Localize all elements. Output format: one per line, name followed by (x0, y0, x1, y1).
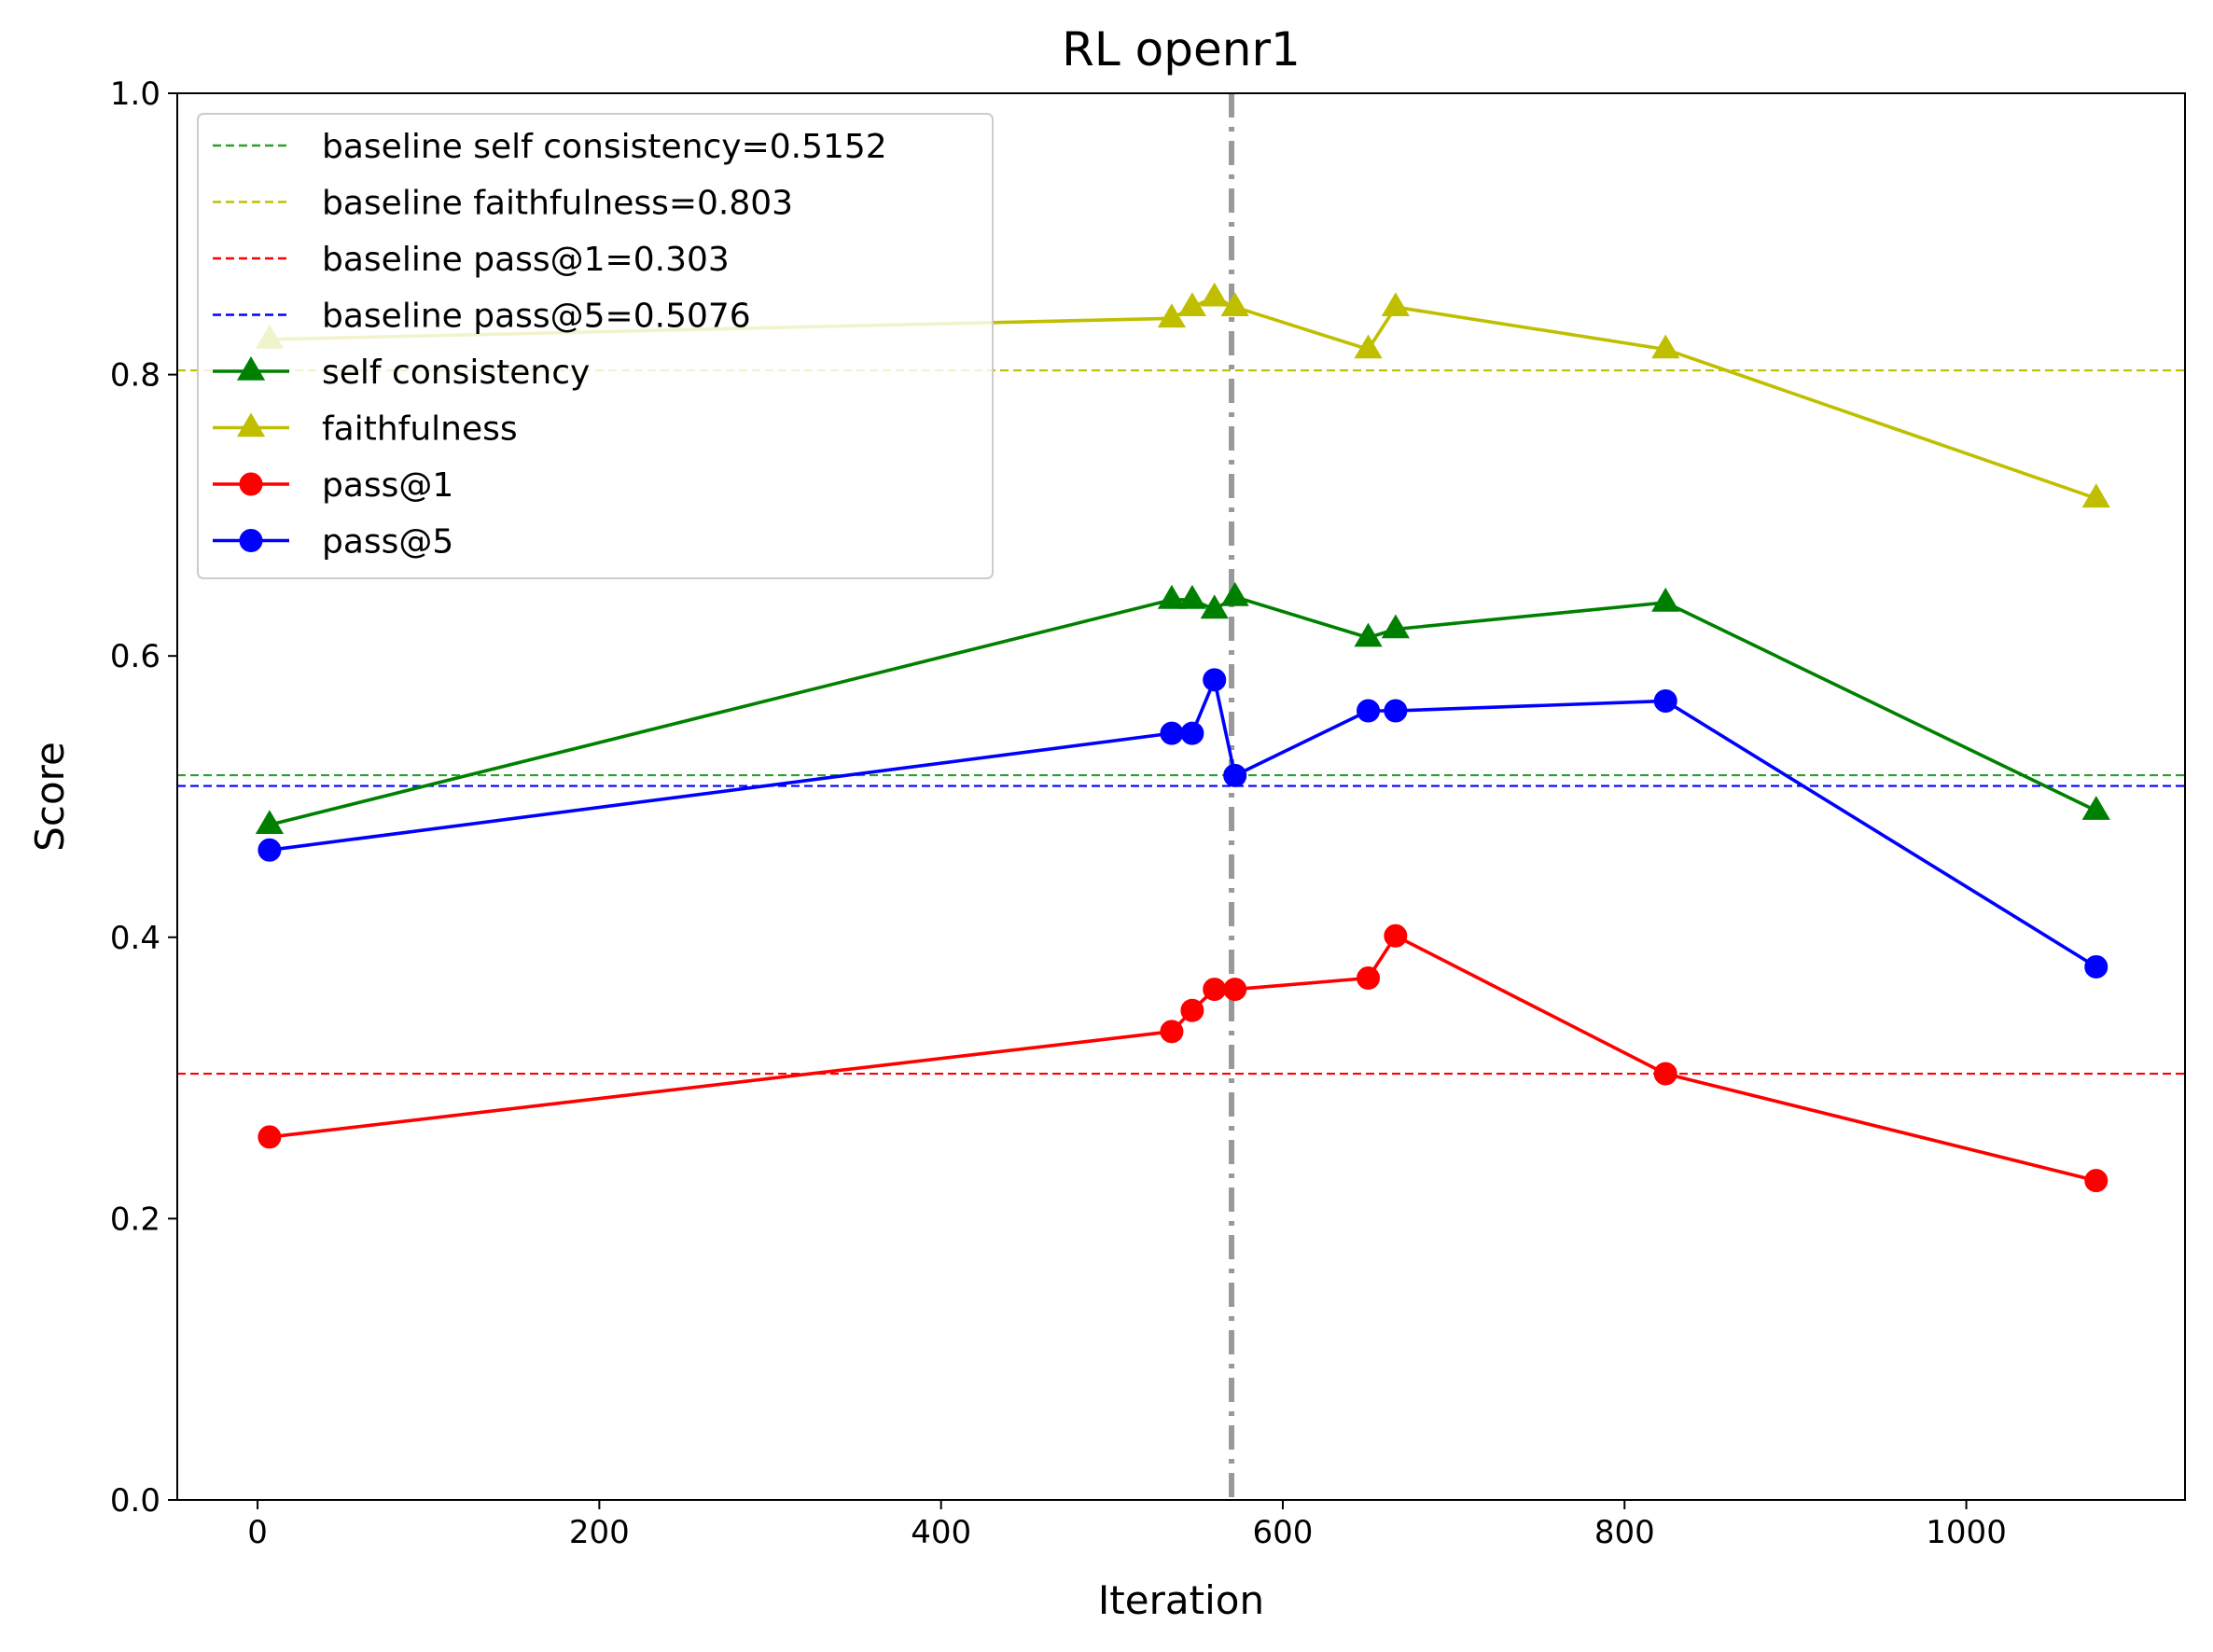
legend-label: faithfulness (322, 410, 518, 449)
x-axis-label: Iteration (1098, 1577, 1264, 1623)
y-tick-label: 0.4 (110, 920, 160, 957)
x-tick-label: 0 (247, 1514, 268, 1551)
data-point-pass-5 (1204, 669, 1226, 691)
data-point-pass-1 (2085, 1170, 2108, 1192)
data-point-pass-1 (258, 1126, 281, 1148)
data-point-pass-5 (1224, 764, 1246, 786)
chart-title: RL openr1 (1062, 22, 1301, 76)
data-point-pass-1 (1654, 1062, 1677, 1085)
legend-label: baseline pass@5=0.5076 (322, 298, 751, 336)
x-tick-label: 600 (1253, 1514, 1314, 1551)
legend: baseline self consistency=0.5152 baseline… (198, 114, 993, 578)
x-tick-label: 400 (911, 1514, 971, 1551)
data-point-pass-1 (1161, 1020, 1183, 1043)
legend-label: pass@1 (322, 466, 453, 505)
y-axis-label: Score (27, 742, 73, 852)
data-point-pass-5 (1654, 689, 1677, 712)
x-tick-label: 200 (569, 1514, 630, 1551)
x-tick-label: 800 (1594, 1514, 1655, 1551)
x-tick-label: 1000 (1926, 1514, 2007, 1551)
data-point-pass-1 (1181, 999, 1204, 1021)
legend-label: baseline pass@1=0.303 (322, 241, 730, 279)
data-point-pass-5 (1385, 700, 1407, 722)
y-tick-label: 0.2 (110, 1201, 160, 1238)
data-point-pass-1 (1204, 979, 1226, 1001)
data-point-pass-5 (2085, 955, 2108, 978)
legend-label: baseline faithfulness=0.803 (322, 185, 793, 223)
data-point-pass-5 (1181, 722, 1204, 744)
data-point-pass-5 (258, 839, 281, 861)
data-point-pass-1 (1385, 924, 1407, 947)
y-tick-label: 0.0 (110, 1482, 160, 1520)
data-point-pass-5 (1161, 722, 1183, 744)
y-tick-label: 1.0 (110, 76, 160, 113)
y-tick-label: 0.8 (110, 357, 160, 395)
data-point-pass-1 (1224, 979, 1246, 1001)
legend-label: baseline self consistency=0.5152 (322, 128, 887, 166)
circle-marker-icon (240, 473, 262, 495)
legend-label: self consistency (322, 354, 590, 392)
data-point-pass-1 (1357, 967, 1380, 990)
circle-marker-icon (240, 530, 262, 552)
data-point-pass-5 (1357, 700, 1380, 722)
y-tick-label: 0.6 (110, 638, 160, 675)
legend-label: pass@5 (322, 523, 453, 562)
